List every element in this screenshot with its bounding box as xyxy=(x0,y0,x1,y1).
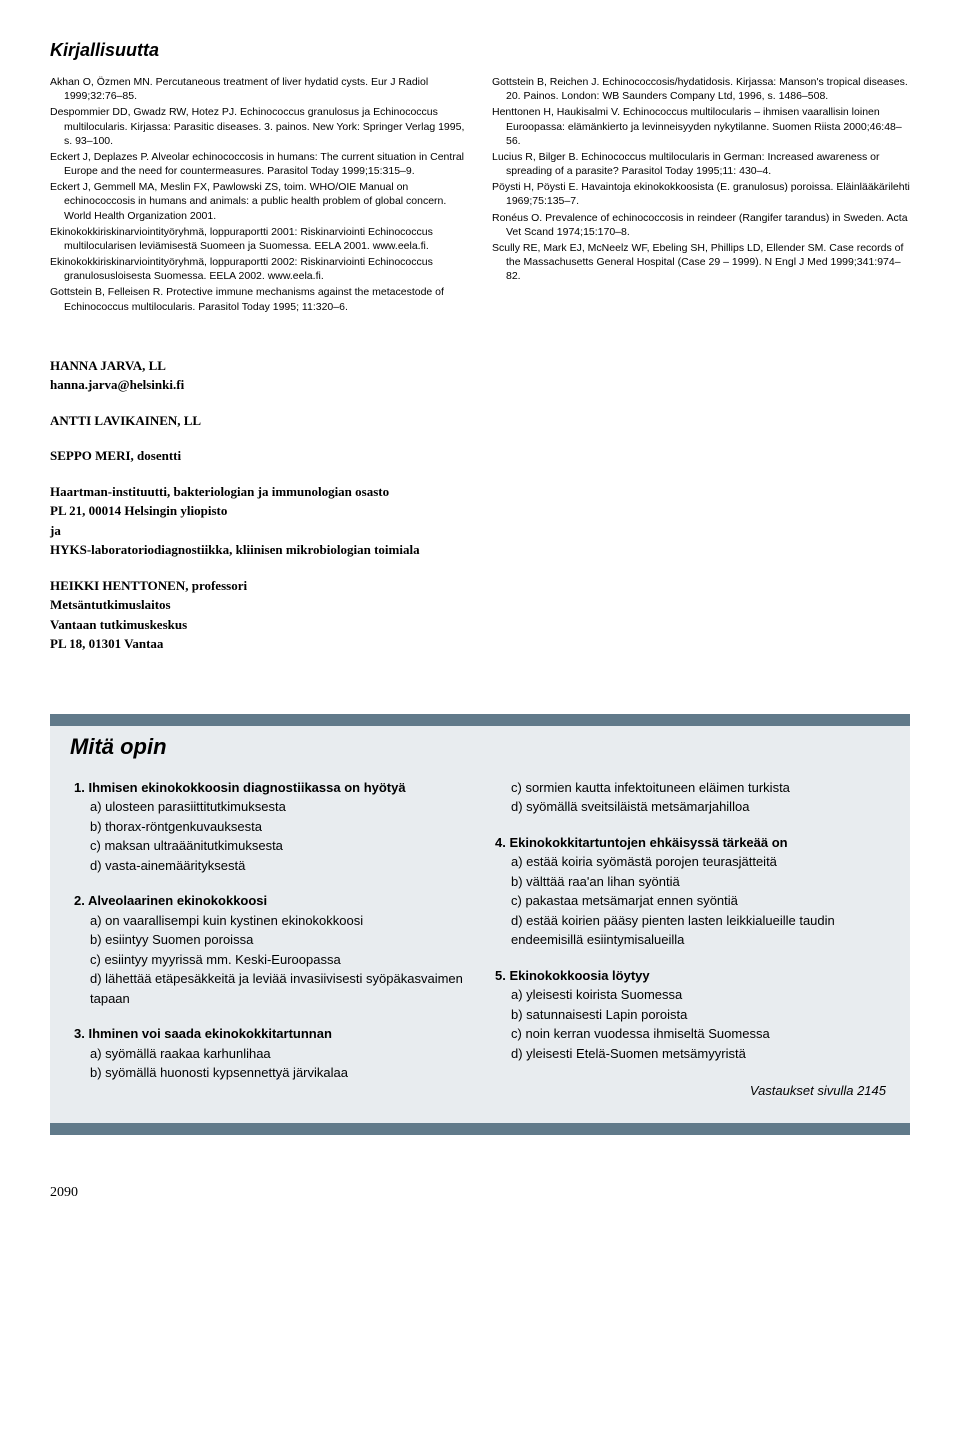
affiliation-line: PL 18, 01301 Vantaa xyxy=(50,634,910,654)
quiz-question-cont: c) sormien kautta infektoituneen eläimen… xyxy=(495,778,886,817)
reference: Ekinokokkiriskinarviointityöryhmä, loppu… xyxy=(50,225,468,253)
question-title: 4. Ekinokokkitartuntojen ehkäisyssä tärk… xyxy=(495,833,886,853)
question-option: b) satunnaisesti Lapin poroista xyxy=(495,1005,886,1025)
reference: Lucius R, Bilger B. Echinococcus multilo… xyxy=(492,150,910,178)
bibliography-left-col: Akhan O, Özmen MN. Percutaneous treatmen… xyxy=(50,75,468,316)
bibliography-columns: Akhan O, Özmen MN. Percutaneous treatmen… xyxy=(50,75,910,316)
reference: Gottstein B, Reichen J. Echinococcosis/h… xyxy=(492,75,910,103)
question-option: d) lähettää etäpesäkkeitä ja leviää inva… xyxy=(74,969,465,1008)
author-name: HEIKKI HENTTONEN, professori xyxy=(50,576,910,596)
quiz-question: 2. Alveolaarinen ekinokokkoosi a) on vaa… xyxy=(74,891,465,1008)
question-option: d) estää koirien pääsy pienten lasten le… xyxy=(495,911,886,950)
affiliation-line: ja xyxy=(50,521,910,541)
reference: Gottstein B, Felleisen R. Protective imm… xyxy=(50,285,468,313)
affiliation-line: Vantaan tutkimuskeskus xyxy=(50,615,910,635)
authors-block: HANNA JARVA, LL hanna.jarva@helsinki.fi … xyxy=(50,356,910,654)
quiz-title: Mitä opin xyxy=(50,726,910,764)
reference: Akhan O, Özmen MN. Percutaneous treatmen… xyxy=(50,75,468,103)
quiz-question: 5. Ekinokokkoosia löytyy a) yleisesti ko… xyxy=(495,966,886,1064)
affiliation-line: PL 21, 00014 Helsingin yliopisto xyxy=(50,501,910,521)
question-option: a) yleisesti koirista Suomessa xyxy=(495,985,886,1005)
question-title: 2. Alveolaarinen ekinokokkoosi xyxy=(74,891,465,911)
question-option: b) syömällä huonosti kypsennettyä järvik… xyxy=(74,1063,465,1083)
question-title: 1. Ihmisen ekinokokkoosin diagnostiikass… xyxy=(74,778,465,798)
bibliography-section: Kirjallisuutta Akhan O, Özmen MN. Percut… xyxy=(50,40,910,316)
question-option: a) on vaarallisempi kuin kystinen ekinok… xyxy=(74,911,465,931)
affiliation-line: Metsäntutkimuslaitos xyxy=(50,595,910,615)
author-name: ANTTI LAVIKAINEN, LL xyxy=(50,411,910,431)
quiz-box: Mitä opin 1. Ihmisen ekinokokkoosin diag… xyxy=(50,714,910,1135)
question-option: d) syömällä sveitsiläistä metsämarjahill… xyxy=(495,797,886,817)
question-option: c) sormien kautta infektoituneen eläimen… xyxy=(495,778,886,798)
question-option: d) yleisesti Etelä-Suomen metsämyyristä xyxy=(495,1044,886,1064)
reference: Henttonen H, Haukisalmi V. Echinococcus … xyxy=(492,105,910,148)
page-number: 2090 xyxy=(50,1185,910,1201)
question-option: c) pakastaa metsämarjat ennen syöntiä xyxy=(495,891,886,911)
question-title: 3. Ihminen voi saada ekinokokkitartunnan xyxy=(74,1024,465,1044)
quiz-content: 1. Ihmisen ekinokokkoosin diagnostiikass… xyxy=(50,764,910,1123)
question-option: d) vasta-ainemäärityksestä xyxy=(74,856,465,876)
author-name: HANNA JARVA, LL xyxy=(50,356,910,376)
question-option: b) välttää raa'an lihan syöntiä xyxy=(495,872,886,892)
question-option: c) noin kerran vuodessa ihmiseltä Suomes… xyxy=(495,1024,886,1044)
question-option: a) ulosteen parasiittitutkimuksesta xyxy=(74,797,465,817)
quiz-right-col: c) sormien kautta infektoituneen eläimen… xyxy=(495,778,886,1101)
quiz-question: 1. Ihmisen ekinokokkoosin diagnostiikass… xyxy=(74,778,465,876)
author-email: hanna.jarva@helsinki.fi xyxy=(50,375,910,395)
bibliography-title: Kirjallisuutta xyxy=(50,40,910,61)
affiliation: Haartman-instituutti, bakteriologian ja … xyxy=(50,482,910,560)
question-option: b) esiintyy Suomen poroissa xyxy=(74,930,465,950)
question-option: a) syömällä raakaa karhunlihaa xyxy=(74,1044,465,1064)
quiz-question: 4. Ekinokokkitartuntojen ehkäisyssä tärk… xyxy=(495,833,886,950)
affiliation-line: Haartman-instituutti, bakteriologian ja … xyxy=(50,482,910,502)
reference: Ekinokokkiriskinarviointityöryhmä, loppu… xyxy=(50,255,468,283)
reference: Pöysti H, Pöysti E. Havaintoja ekinokokk… xyxy=(492,180,910,208)
question-option: b) thorax-röntgenkuvauksesta xyxy=(74,817,465,837)
reference: Scully RE, Mark EJ, McNeelz WF, Ebeling … xyxy=(492,241,910,284)
question-option: a) estää koiria syömästä porojen teurasj… xyxy=(495,852,886,872)
answers-note: Vastaukset sivulla 2145 xyxy=(495,1081,886,1101)
affiliation-line: HYKS-laboratoriodiagnostiikka, kliinisen… xyxy=(50,540,910,560)
reference: Despommier DD, Gwadz RW, Hotez PJ. Echin… xyxy=(50,105,468,148)
author-name: SEPPO MERI, dosentti xyxy=(50,446,910,466)
reference: Eckert J, Deplazes P. Alveolar echinococ… xyxy=(50,150,468,178)
question-option: c) maksan ultraäänitutkimuksesta xyxy=(74,836,465,856)
question-option: c) esiintyy myyrissä mm. Keski-Euroopass… xyxy=(74,950,465,970)
quiz-left-col: 1. Ihmisen ekinokokkoosin diagnostiikass… xyxy=(74,778,465,1101)
bibliography-right-col: Gottstein B, Reichen J. Echinococcosis/h… xyxy=(492,75,910,316)
reference: Ronéus O. Prevalence of echinococcosis i… xyxy=(492,211,910,239)
quiz-question: 3. Ihminen voi saada ekinokokkitartunnan… xyxy=(74,1024,465,1083)
question-title: 5. Ekinokokkoosia löytyy xyxy=(495,966,886,986)
reference: Eckert J, Gemmell MA, Meslin FX, Pawlows… xyxy=(50,180,468,223)
